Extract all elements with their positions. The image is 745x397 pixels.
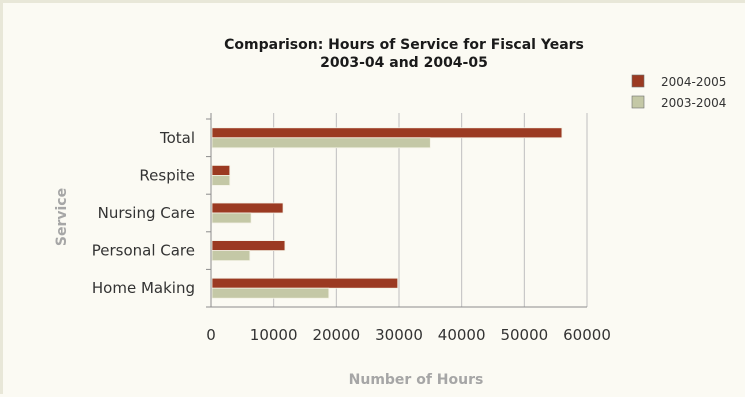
x-tick-label: 60000	[563, 326, 611, 344]
bar-2004-2005-total	[211, 127, 563, 139]
bar-2004-2005-home-making	[211, 277, 399, 289]
bar-chart: Comparison: Hours of Service for Fiscal …	[54, 37, 726, 388]
x-tick-label: 10000	[250, 326, 298, 344]
bar-2004-2005-nursing-care	[211, 202, 284, 214]
x-axis-title: Number of Hours	[349, 372, 484, 388]
chart-title: Comparison: Hours of Service for Fiscal …	[224, 37, 584, 53]
bar-2003-2004-personal-care	[211, 250, 251, 262]
x-tick-labels: 0 10000 20000 30000 40000 50000 60000	[206, 326, 611, 344]
category-label: Respite	[139, 166, 195, 184]
x-tick-label: 20000	[312, 326, 360, 344]
bar-2003-2004-nursing-care	[211, 212, 252, 224]
bar-2003-2004-respite	[211, 174, 231, 186]
bar-2004-2005-respite	[211, 164, 231, 176]
category-label: Nursing Care	[98, 204, 195, 222]
category-label: Personal Care	[92, 242, 195, 260]
legend-swatch	[631, 95, 645, 109]
bar-2004-2005-personal-care	[211, 240, 286, 252]
bar-2003-2004-total	[211, 137, 431, 149]
category-label: Home Making	[92, 279, 195, 297]
legend-label: 2003-2004	[661, 96, 726, 110]
legend: 2004-2005 2003-2004	[631, 74, 726, 110]
x-tick-label: 40000	[438, 326, 486, 344]
bars	[211, 127, 563, 299]
x-tick-label: 30000	[375, 326, 423, 344]
category-labels: Total Respite Nursing Care Personal Care Hom…	[92, 129, 195, 297]
category-label: Total	[159, 129, 195, 147]
x-tick-label: 0	[206, 326, 216, 344]
x-tick-label: 50000	[500, 326, 548, 344]
bar-2003-2004-home-making	[211, 287, 330, 299]
legend-swatch	[631, 74, 645, 88]
chart-subtitle: 2003-04 and 2004-05	[320, 55, 488, 71]
legend-label: 2004-2005	[661, 75, 726, 89]
y-axis-title: Service	[54, 188, 70, 246]
